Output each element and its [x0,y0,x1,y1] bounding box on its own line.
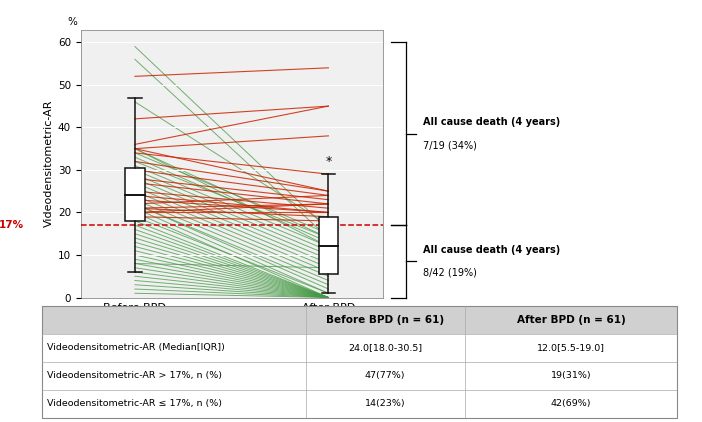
Text: Before BPD (n = 61): Before BPD (n = 61) [326,315,444,325]
Text: 42(69%): 42(69%) [551,399,591,408]
Text: 17%: 17% [0,220,25,230]
Text: 7/19 (34%): 7/19 (34%) [423,140,477,150]
Text: 14(23%): 14(23%) [365,399,406,408]
Text: %: % [68,17,78,27]
Bar [125,168,145,221]
Text: 12.0[5.5-19.0]: 12.0[5.5-19.0] [537,344,605,352]
Text: Videodensitometric-AR (Median[IQR]): Videodensitometric-AR (Median[IQR]) [47,344,225,352]
Text: 24.0[18.0-30.5]: 24.0[18.0-30.5] [348,344,422,352]
Text: 8/42 (19%): 8/42 (19%) [423,268,477,278]
Text: After BPD (n = 61): After BPD (n = 61) [517,315,625,325]
Y-axis label: Videodensitometric-AR: Videodensitometric-AR [44,100,54,227]
Text: * p < 0.001: * p < 0.001 [528,319,585,329]
Text: 19(31%): 19(31%) [550,371,591,380]
Bar [42,306,677,334]
Text: 47(77%): 47(77%) [365,371,406,380]
Text: All cause death (4 years): All cause death (4 years) [423,245,560,255]
Text: All cause death (4 years): All cause death (4 years) [423,117,560,127]
Bar [319,216,338,274]
Text: Videodensitometric-AR > 17%, n (%): Videodensitometric-AR > 17%, n (%) [47,371,223,380]
Text: Videodensitometric-AR ≤ 17%, n (%): Videodensitometric-AR ≤ 17%, n (%) [47,399,223,408]
Text: *: * [325,155,331,168]
